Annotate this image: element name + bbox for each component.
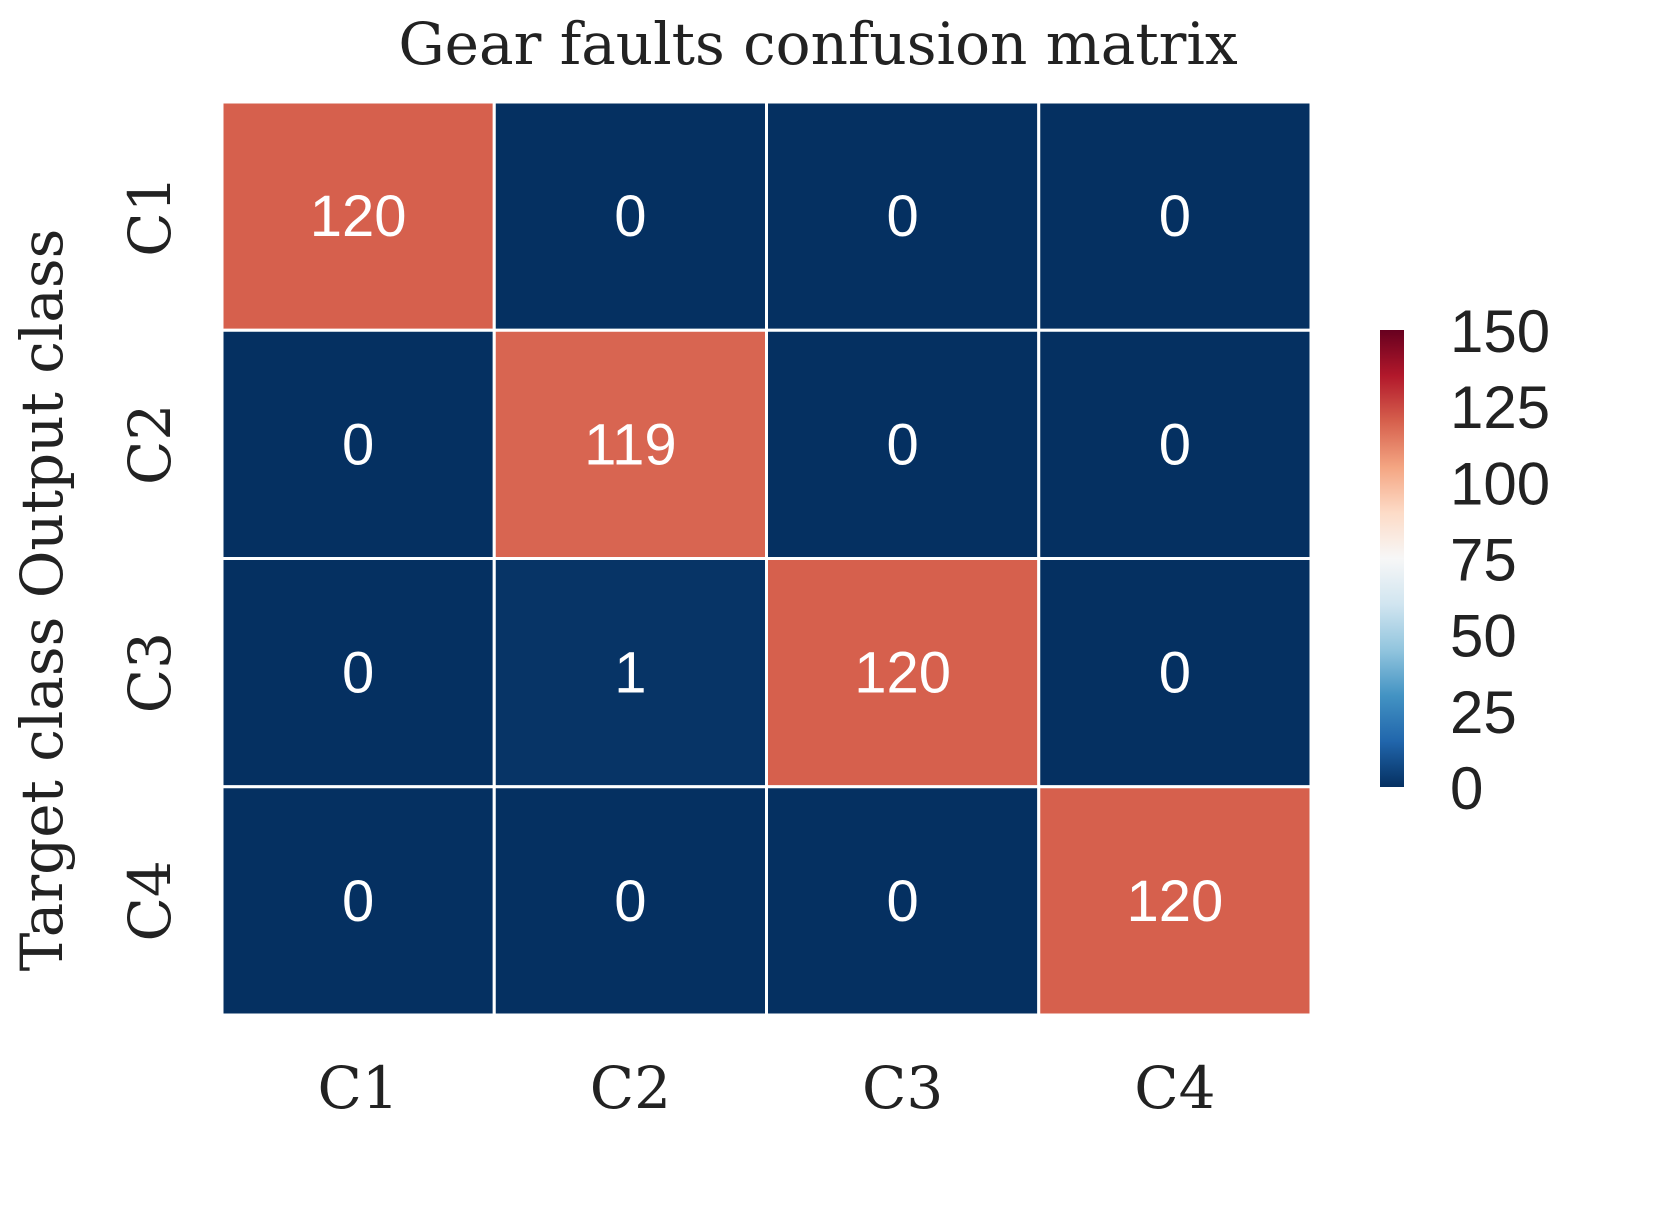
cell-value-label: 120 (854, 641, 951, 706)
heatmap-cell (492, 100, 768, 332)
chart-title: Gear faults confusion matrix (398, 10, 1237, 78)
cell-value-label: 0 (1159, 184, 1191, 249)
heatmap-cell (1037, 785, 1313, 1017)
heatmap-cells: 120 0 0 0 0 119 0 0 0 1 120 0 0 0 0 120 (220, 100, 1313, 1017)
cell-value-label: 0 (1159, 641, 1191, 706)
heatmap-cell (492, 557, 768, 789)
colorbar-tick-label: 125 (1450, 374, 1550, 441)
cell-value-label: 0 (342, 869, 374, 934)
y-tick-label: C3 (116, 632, 184, 713)
cell-value-label: 120 (1126, 869, 1223, 934)
y-tick-label: C2 (116, 404, 184, 485)
heatmap-cell (220, 328, 496, 560)
x-tick-label: C2 (590, 1054, 671, 1122)
heatmap-cell (1037, 100, 1313, 332)
cell-value-label: 0 (886, 869, 918, 934)
heatmap-cell (1037, 557, 1313, 789)
colorbar-tick-label: 50 (1450, 603, 1517, 670)
cell-value-label: 1 (614, 641, 646, 706)
x-tick-label: C1 (317, 1054, 398, 1122)
colorbar-tick-label: 25 (1450, 679, 1517, 746)
heatmap-cell (220, 100, 496, 332)
colorbar-tick-label: 75 (1450, 527, 1517, 594)
heatmap-cell (1037, 328, 1313, 560)
cell-value-label: 120 (310, 184, 407, 249)
y-axis-label: Target class Output class (8, 229, 76, 972)
cell-value-label: 0 (614, 184, 646, 249)
heatmap-cell (765, 100, 1041, 332)
colorbar-tick-label: 100 (1450, 450, 1550, 517)
x-tick-label: C4 (1134, 1054, 1215, 1122)
cell-value-label: 0 (342, 641, 374, 706)
x-tick-label: C3 (862, 1054, 943, 1122)
cell-value-label: 0 (886, 184, 918, 249)
axis-ticks: C1 C2 C3 C4 C1 C2 C3 C4 (116, 175, 1216, 1122)
cell-value-label: 119 (584, 412, 676, 477)
colorbar-tick-label: 0 (1450, 755, 1483, 822)
colorbar-gradient (1380, 330, 1404, 787)
heatmap-cell (220, 785, 496, 1017)
heatmap-cell (492, 785, 768, 1017)
y-tick-label: C4 (116, 860, 184, 941)
heatmap-cell (492, 328, 768, 560)
colorbar: 0 25 50 75 100 125 150 (1380, 298, 1550, 822)
y-tick-label: C1 (116, 175, 184, 256)
cell-value-label: 0 (342, 412, 374, 477)
cell-value-label: 0 (614, 869, 646, 934)
cell-value-label: 0 (1159, 412, 1191, 477)
cell-value-label: 0 (886, 412, 918, 477)
colorbar-tick-label: 150 (1450, 298, 1550, 365)
